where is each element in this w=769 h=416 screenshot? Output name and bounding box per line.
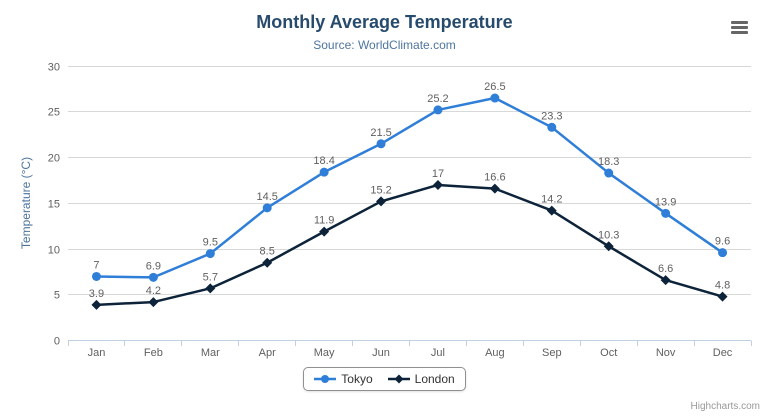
data-label: 14.5 <box>256 191 277 203</box>
data-point-london[interactable] <box>717 291 728 302</box>
x-axis-label: Oct <box>600 347 617 359</box>
x-axis-label: Jun <box>372 347 390 359</box>
legend: Tokyo London <box>0 367 769 391</box>
x-axis-label: Apr <box>259 347 276 359</box>
data-label: 8.5 <box>260 246 275 258</box>
data-point-london[interactable] <box>91 299 102 310</box>
tokyo-series-icon <box>314 375 337 383</box>
data-label: 4.2 <box>146 285 161 297</box>
data-label: 11.9 <box>314 215 335 227</box>
x-axis-label: Feb <box>144 347 163 359</box>
data-label: 6.6 <box>658 263 673 275</box>
data-point-tokyo[interactable] <box>262 203 272 213</box>
data-label: 21.5 <box>370 127 391 139</box>
data-point-tokyo[interactable] <box>661 208 671 218</box>
hamburger-bar <box>731 26 748 29</box>
data-point-london[interactable] <box>432 179 443 190</box>
legend-label-london: London <box>414 372 455 386</box>
data-point-london[interactable] <box>603 241 614 252</box>
data-label: 25.2 <box>427 93 448 105</box>
data-point-london[interactable] <box>660 275 671 286</box>
y-axis-label: 15 <box>48 199 60 211</box>
data-label: 13.9 <box>655 196 676 208</box>
legend-inner: Tokyo London <box>303 367 466 391</box>
data-label: 18.4 <box>313 155 334 167</box>
data-point-london[interactable] <box>205 283 216 294</box>
data-point-tokyo[interactable] <box>433 105 443 115</box>
legend-label-tokyo: Tokyo <box>341 372 373 386</box>
data-point-london[interactable] <box>546 205 557 216</box>
x-axis-label: Jul <box>431 347 445 359</box>
data-label: 17 <box>432 168 444 180</box>
data-label: 5.7 <box>203 271 218 283</box>
x-axis-label: Jan <box>88 347 106 359</box>
data-label: 14.2 <box>541 194 562 206</box>
data-point-tokyo[interactable] <box>319 167 329 177</box>
y-axis-label: 25 <box>48 107 60 119</box>
data-point-london[interactable] <box>262 257 273 268</box>
data-label: 15.2 <box>370 184 391 196</box>
data-label: 4.8 <box>715 280 730 292</box>
data-point-london[interactable] <box>376 196 387 207</box>
legend-item-tokyo[interactable]: Tokyo <box>314 372 373 386</box>
data-point-tokyo[interactable] <box>376 139 386 149</box>
series-line-london[interactable] <box>95 183 724 307</box>
y-axis-label: 30 <box>48 62 60 74</box>
data-label: 6.9 <box>146 260 161 272</box>
data-point-tokyo[interactable] <box>205 249 215 259</box>
data-point-tokyo[interactable] <box>604 168 614 178</box>
y-axis-label: 0 <box>54 336 60 348</box>
data-label: 10.3 <box>598 229 619 241</box>
data-point-tokyo[interactable] <box>91 271 101 281</box>
y-axis-label: 5 <box>54 290 60 302</box>
data-label: 3.9 <box>89 288 104 300</box>
y-axis-label: 10 <box>48 245 60 257</box>
x-axis-label: Sep <box>542 347 562 359</box>
data-label: 26.5 <box>484 81 505 93</box>
x-axis-label: Nov <box>656 347 676 359</box>
data-label: 9.6 <box>715 236 730 248</box>
data-point-london[interactable] <box>148 297 159 308</box>
data-label: 23.3 <box>541 110 562 122</box>
chart-context-menu-button[interactable] <box>729 19 750 36</box>
x-axis-label: Dec <box>713 347 733 359</box>
london-series-icon <box>387 374 410 384</box>
hamburger-bar <box>731 21 748 24</box>
data-point-tokyo[interactable] <box>547 122 557 132</box>
data-point-london[interactable] <box>319 226 330 237</box>
data-point-london[interactable] <box>489 183 500 194</box>
data-label: 18.3 <box>598 156 619 168</box>
x-axis-label: May <box>314 347 335 359</box>
data-label: 16.6 <box>484 172 505 184</box>
chart-title: Monthly Average Temperature <box>256 12 513 32</box>
data-label: 7 <box>93 259 99 271</box>
chart-subtitle: Source: WorldClimate.com <box>313 38 456 52</box>
hamburger-bar <box>731 31 748 34</box>
data-point-tokyo[interactable] <box>490 93 500 103</box>
data-point-tokyo[interactable] <box>148 272 158 282</box>
data-point-tokyo[interactable] <box>718 248 728 258</box>
y-axis-label: 20 <box>48 153 60 165</box>
highcharts-credit[interactable]: Highcharts.com <box>690 401 760 412</box>
data-label: 9.5 <box>203 237 218 249</box>
series-line-tokyo[interactable] <box>95 96 724 279</box>
x-axis-label: Aug <box>485 347 505 359</box>
x-axis-label: Mar <box>201 347 220 359</box>
legend-item-london[interactable]: London <box>387 372 455 386</box>
